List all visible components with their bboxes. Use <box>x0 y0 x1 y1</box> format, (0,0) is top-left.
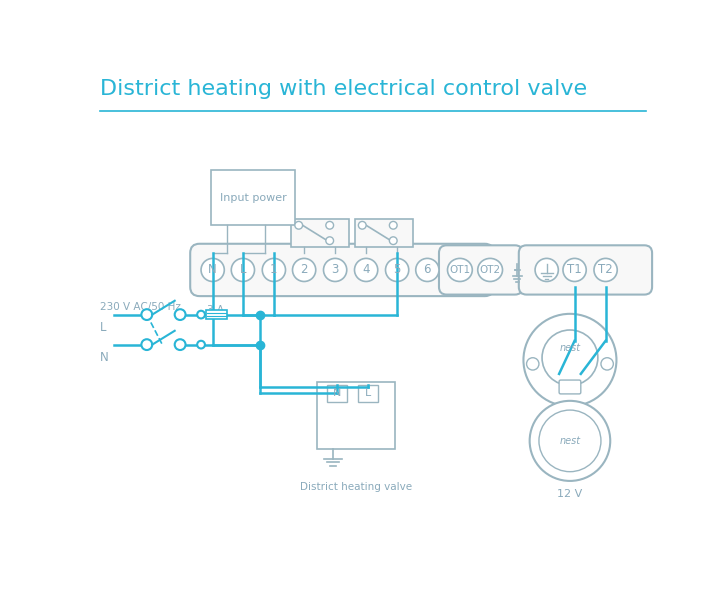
FancyBboxPatch shape <box>327 385 347 402</box>
Circle shape <box>523 314 617 406</box>
Circle shape <box>141 309 152 320</box>
Circle shape <box>197 311 205 318</box>
Text: L: L <box>365 388 371 398</box>
Text: 4: 4 <box>363 264 370 276</box>
Circle shape <box>542 330 598 386</box>
Text: 1: 1 <box>270 264 277 276</box>
Text: T2: T2 <box>598 264 613 276</box>
Circle shape <box>389 237 397 245</box>
Circle shape <box>535 258 558 282</box>
Ellipse shape <box>478 258 502 282</box>
FancyBboxPatch shape <box>439 245 523 295</box>
Text: N: N <box>100 351 109 364</box>
FancyBboxPatch shape <box>291 219 349 247</box>
Text: OT2: OT2 <box>480 265 501 275</box>
Text: 3: 3 <box>331 264 339 276</box>
Ellipse shape <box>448 258 472 282</box>
Circle shape <box>389 222 397 229</box>
Text: Input power: Input power <box>220 192 286 203</box>
Ellipse shape <box>232 258 255 282</box>
FancyBboxPatch shape <box>190 244 494 296</box>
Circle shape <box>358 222 366 229</box>
Ellipse shape <box>201 258 224 282</box>
Text: N: N <box>208 264 217 276</box>
Circle shape <box>141 339 152 350</box>
Text: District heating with electrical control valve: District heating with electrical control… <box>100 79 587 99</box>
FancyBboxPatch shape <box>317 381 395 449</box>
Text: nest: nest <box>559 343 580 353</box>
Ellipse shape <box>416 258 439 282</box>
Ellipse shape <box>563 258 586 282</box>
FancyBboxPatch shape <box>559 380 581 394</box>
Text: 5: 5 <box>393 264 401 276</box>
Circle shape <box>601 358 614 370</box>
Text: 3 A: 3 A <box>207 305 224 315</box>
Circle shape <box>295 222 303 229</box>
Circle shape <box>175 339 186 350</box>
Ellipse shape <box>355 258 378 282</box>
Ellipse shape <box>262 258 285 282</box>
Circle shape <box>175 309 186 320</box>
Circle shape <box>526 358 539 370</box>
FancyBboxPatch shape <box>355 219 413 247</box>
Text: 2: 2 <box>301 264 308 276</box>
Bar <box>206 310 227 319</box>
Ellipse shape <box>323 258 347 282</box>
Circle shape <box>197 341 205 349</box>
Text: District heating valve: District heating valve <box>300 482 412 492</box>
Circle shape <box>326 222 333 229</box>
FancyBboxPatch shape <box>211 170 295 225</box>
Ellipse shape <box>386 258 408 282</box>
Text: 230 V AC/50 Hz: 230 V AC/50 Hz <box>100 302 181 312</box>
Text: L: L <box>100 321 107 334</box>
FancyBboxPatch shape <box>357 385 378 402</box>
Text: nest: nest <box>559 436 580 446</box>
Text: 12 V: 12 V <box>558 489 582 498</box>
Text: N: N <box>333 388 341 398</box>
Circle shape <box>539 410 601 472</box>
Text: T1: T1 <box>567 264 582 276</box>
FancyBboxPatch shape <box>519 245 652 295</box>
Circle shape <box>530 401 610 481</box>
Text: 6: 6 <box>424 264 431 276</box>
Circle shape <box>326 237 333 245</box>
Ellipse shape <box>293 258 316 282</box>
Text: OT1: OT1 <box>449 265 470 275</box>
Ellipse shape <box>594 258 617 282</box>
Text: L: L <box>240 264 246 276</box>
